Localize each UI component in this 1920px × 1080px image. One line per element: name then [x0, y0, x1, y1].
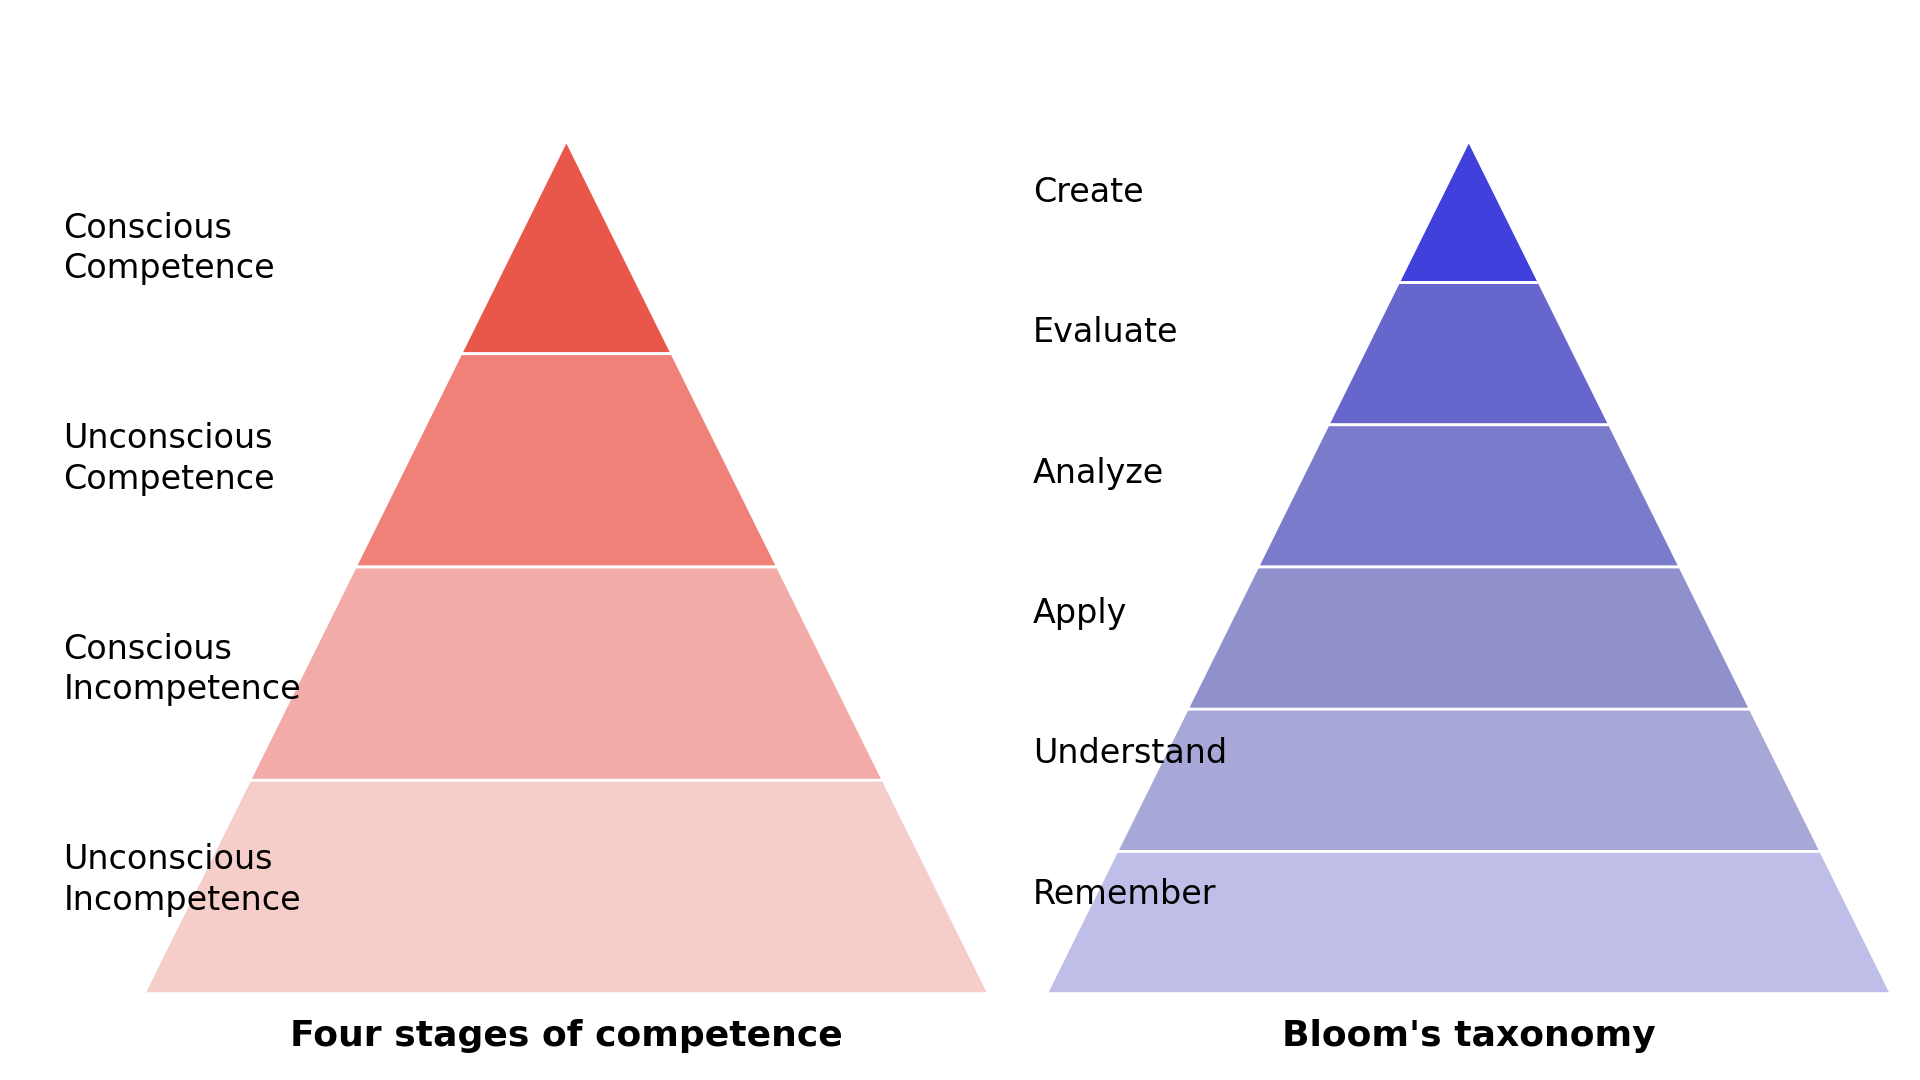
Text: Understand: Understand — [1033, 738, 1227, 770]
Text: Evaluate: Evaluate — [1033, 316, 1179, 349]
Text: Unconscious
Incompetence: Unconscious Incompetence — [63, 843, 301, 917]
Text: Bloom's taxonomy: Bloom's taxonomy — [1283, 1020, 1655, 1053]
Text: Conscious
Incompetence: Conscious Incompetence — [63, 633, 301, 706]
Polygon shape — [144, 780, 989, 994]
Text: Apply: Apply — [1033, 597, 1127, 630]
Polygon shape — [461, 140, 672, 354]
Text: Unconscious
Competence: Unconscious Competence — [63, 422, 275, 496]
Polygon shape — [1187, 567, 1751, 710]
Text: Analyze: Analyze — [1033, 457, 1164, 489]
Polygon shape — [355, 354, 778, 567]
Polygon shape — [1398, 140, 1540, 283]
Text: Create: Create — [1033, 176, 1144, 208]
Text: Conscious
Competence: Conscious Competence — [63, 212, 275, 285]
Text: Four stages of competence: Four stages of competence — [290, 1020, 843, 1053]
Polygon shape — [250, 567, 883, 780]
Polygon shape — [1117, 710, 1820, 851]
Polygon shape — [1046, 851, 1891, 994]
Polygon shape — [1329, 283, 1609, 424]
Text: Remember: Remember — [1033, 878, 1217, 910]
Polygon shape — [1258, 424, 1680, 567]
